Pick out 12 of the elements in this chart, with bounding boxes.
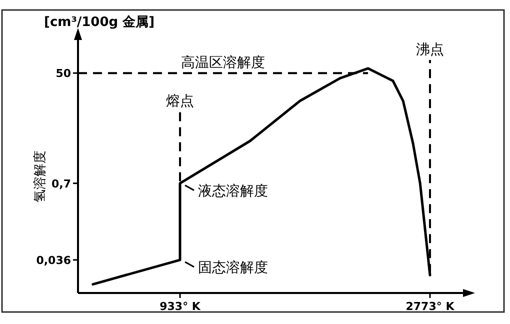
ref-line-label: 高温区溶解度 — [181, 55, 266, 72]
y-tick-label: 50 — [56, 67, 72, 80]
y-tick-label: 0,036 — [36, 254, 72, 267]
ref-line-label: 沸点 — [416, 42, 444, 58]
text: [cm³/100g 金属] — [44, 15, 155, 30]
y-tick-label: 0,7 — [52, 177, 71, 190]
y-axis-title: 氢溶解度 — [32, 150, 48, 202]
ref-line-label: 熔点 — [166, 93, 194, 110]
x-tick-label: 2773° K — [406, 300, 455, 313]
annotation: 液态溶解度 — [198, 183, 268, 200]
x-tick-label: 933° K — [160, 300, 201, 313]
annotation: 固态溶解度 — [198, 260, 268, 276]
